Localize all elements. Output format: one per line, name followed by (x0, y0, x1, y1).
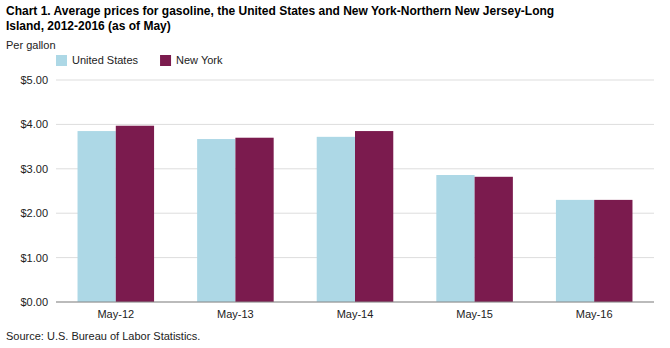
grid-line (56, 124, 654, 125)
bar (355, 131, 393, 302)
x-tick-label: May-12 (97, 308, 134, 320)
bar (235, 138, 273, 302)
bar (78, 131, 116, 302)
x-tick-label: May-13 (217, 308, 254, 320)
grid-line (56, 80, 654, 81)
y-axis-label: Per gallon (6, 39, 56, 51)
grid (56, 80, 654, 302)
bar (317, 137, 355, 302)
y-tick-label: $5.00 (20, 74, 48, 86)
y-tick-label: $4.00 (20, 118, 48, 130)
grid-line (56, 302, 654, 303)
bar (556, 200, 594, 302)
legend-swatch (160, 55, 171, 66)
bar (436, 175, 474, 302)
legend-entry: New York (176, 54, 223, 66)
source: Source: U.S. Bureau of Labor Statistics. (6, 330, 200, 342)
chart: Chart 1. Average prices for gasoline, th… (0, 0, 670, 348)
y-tick-label: $1.00 (20, 252, 48, 264)
y-tick-label: $0.00 (20, 296, 48, 308)
x-tick-label: May-16 (576, 308, 613, 320)
x-tick-label: May-15 (456, 308, 493, 320)
legend: United States New York (56, 54, 223, 66)
bar (475, 177, 513, 302)
legend-swatch (56, 55, 67, 66)
bar (594, 200, 632, 302)
x-tick-label: May-14 (337, 308, 374, 320)
bar (116, 126, 154, 302)
x-axis-line (56, 302, 654, 303)
title: Island, 2012-2016 (as of May) (6, 19, 171, 33)
legend-entry: United States (72, 54, 139, 66)
title: Chart 1. Average prices for gasoline, th… (6, 4, 554, 18)
y-tick-label: $3.00 (20, 163, 48, 175)
y-tick-label: $2.00 (20, 207, 48, 219)
bars (78, 126, 633, 302)
bar (197, 139, 235, 302)
